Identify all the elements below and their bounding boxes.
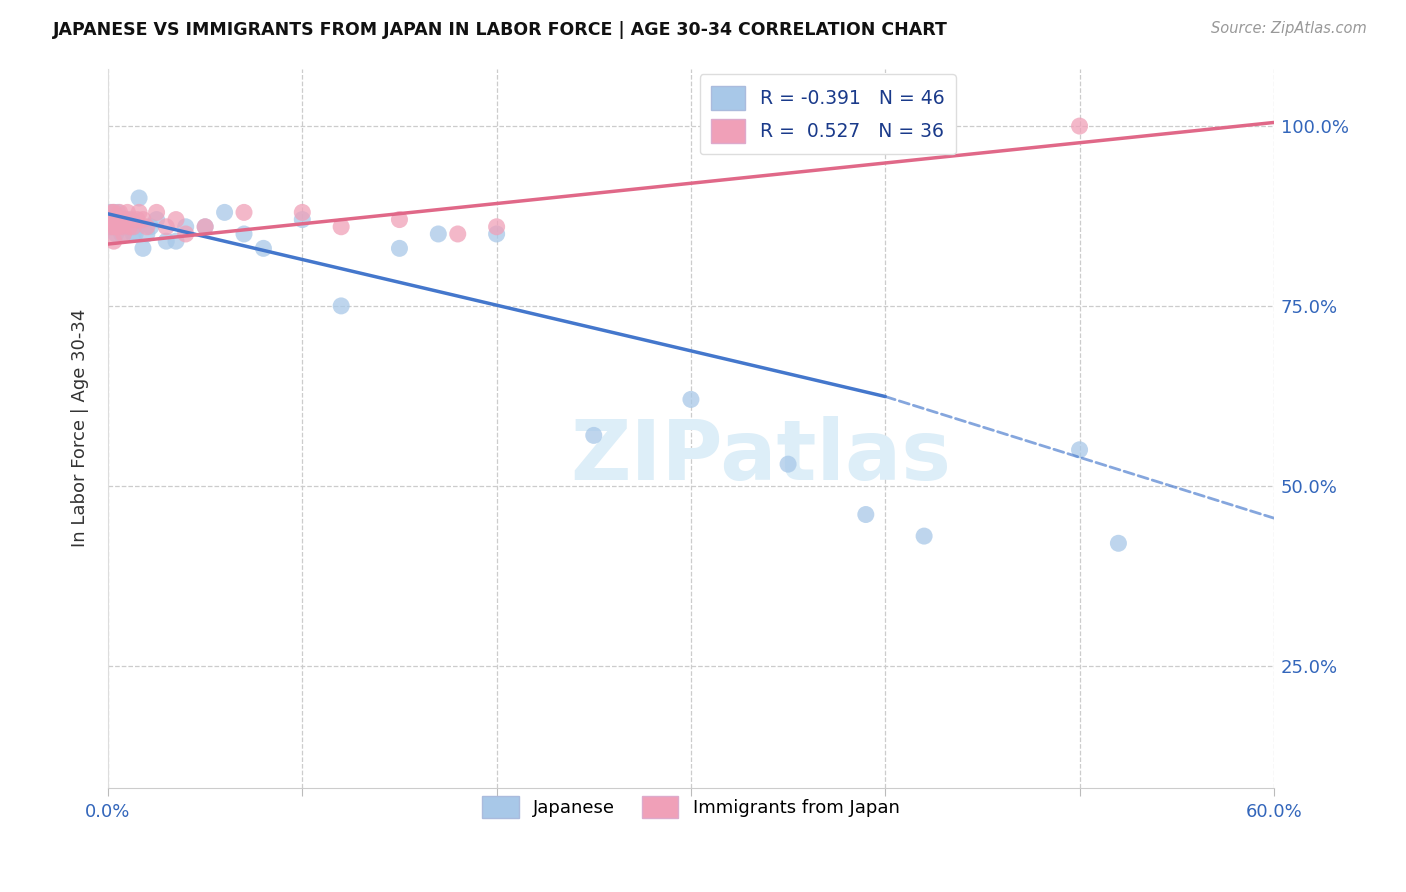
Point: [110, 212, 132, 227]
Point: [291, 212, 314, 227]
Point: [139, 219, 162, 234]
Text: ZIPatlas: ZIPatlas: [571, 417, 952, 498]
Point: [120, 219, 142, 234]
Point: [122, 227, 145, 241]
Point: [679, 392, 702, 407]
Point: [104, 227, 127, 241]
Point: [118, 219, 141, 234]
Point: [107, 212, 129, 227]
Point: [912, 529, 935, 543]
Point: [114, 219, 136, 234]
Point: [107, 219, 129, 234]
Point: [1069, 119, 1091, 133]
Point: [388, 241, 411, 255]
Point: [194, 219, 217, 234]
Point: [165, 212, 187, 227]
Point: [135, 219, 157, 234]
Point: [447, 227, 470, 241]
Point: [103, 205, 125, 219]
Point: [110, 212, 132, 227]
Point: [108, 205, 131, 219]
Point: [388, 212, 411, 227]
Point: [108, 212, 131, 227]
Point: [252, 241, 274, 255]
Point: [108, 212, 131, 227]
Point: [112, 227, 135, 241]
Point: [145, 205, 167, 219]
Point: [101, 205, 124, 219]
Point: [101, 219, 124, 234]
Point: [174, 227, 197, 241]
Text: JAPANESE VS IMMIGRANTS FROM JAPAN IN LABOR FORCE | AGE 30-34 CORRELATION CHART: JAPANESE VS IMMIGRANTS FROM JAPAN IN LAB…: [53, 21, 948, 39]
Point: [485, 227, 508, 241]
Point: [114, 212, 136, 227]
Point: [127, 219, 149, 234]
Point: [132, 212, 155, 227]
Point: [128, 191, 150, 205]
Point: [214, 205, 236, 219]
Point: [104, 212, 127, 227]
Point: [330, 299, 353, 313]
Point: [233, 205, 256, 219]
Point: [330, 219, 353, 234]
Point: [128, 205, 150, 219]
Point: [98, 205, 121, 219]
Point: [104, 212, 127, 227]
Point: [427, 227, 450, 241]
Point: [855, 508, 877, 522]
Point: [582, 428, 605, 442]
Point: [110, 219, 132, 234]
Point: [98, 219, 121, 234]
Point: [145, 212, 167, 227]
Point: [117, 212, 139, 227]
Text: Source: ZipAtlas.com: Source: ZipAtlas.com: [1211, 21, 1367, 37]
Point: [155, 219, 177, 234]
Point: [101, 212, 124, 227]
Point: [108, 219, 131, 234]
Y-axis label: In Labor Force | Age 30-34: In Labor Force | Age 30-34: [72, 309, 89, 548]
Point: [233, 227, 256, 241]
Point: [103, 219, 125, 234]
Point: [155, 234, 177, 248]
Point: [127, 212, 149, 227]
Point: [135, 227, 157, 241]
Point: [485, 219, 508, 234]
Point: [291, 205, 314, 219]
Point: [107, 219, 129, 234]
Point: [117, 205, 139, 219]
Point: [103, 205, 125, 219]
Point: [110, 227, 132, 241]
Point: [124, 227, 146, 241]
Point: [122, 219, 145, 234]
Point: [165, 234, 187, 248]
Point: [101, 212, 124, 227]
Point: [107, 205, 129, 219]
Legend: Japanese, Immigrants from Japan: Japanese, Immigrants from Japan: [475, 789, 907, 826]
Point: [120, 212, 142, 227]
Point: [112, 212, 135, 227]
Point: [112, 219, 135, 234]
Point: [778, 457, 800, 471]
Point: [132, 241, 155, 255]
Point: [174, 219, 197, 234]
Point: [1107, 536, 1129, 550]
Point: [118, 219, 141, 234]
Point: [103, 234, 125, 248]
Point: [194, 219, 217, 234]
Point: [103, 219, 125, 234]
Point: [1069, 442, 1091, 457]
Point: [104, 219, 127, 234]
